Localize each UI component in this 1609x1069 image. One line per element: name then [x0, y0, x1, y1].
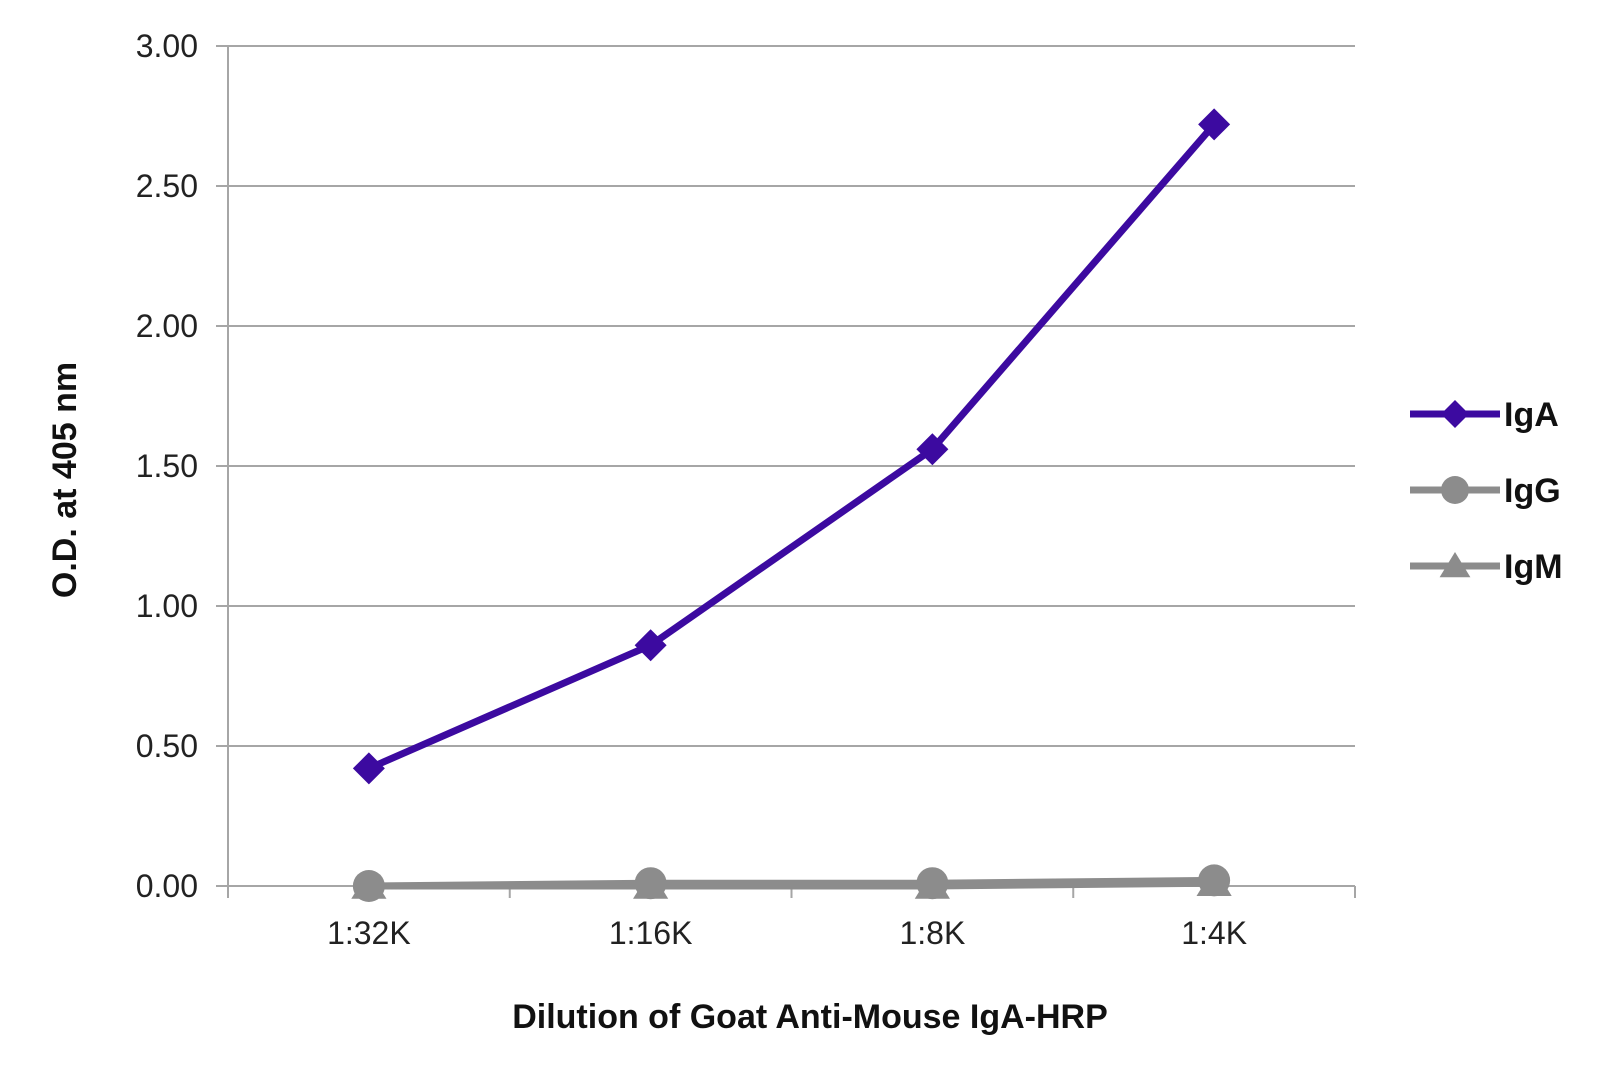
x-tick-labels: 1:32K 1:16K 1:8K 1:4K — [327, 915, 1247, 951]
series-igg — [352, 864, 1231, 902]
series-iga — [352, 108, 1231, 785]
data-point — [634, 629, 667, 662]
y-axis-title: O.D. at 405 nm — [46, 362, 84, 598]
x-tick-label: 1:4K — [1181, 915, 1247, 951]
y-tick-label: 0.50 — [136, 728, 198, 764]
series-group — [351, 108, 1232, 902]
legend-label: IgA — [1504, 396, 1559, 434]
x-tick-label: 1:8K — [899, 915, 965, 951]
data-point — [1198, 864, 1231, 897]
y-tick-label: 3.00 — [136, 28, 198, 64]
x-tick-label: 1:32K — [327, 915, 411, 951]
y-tick-label: 2.00 — [136, 308, 198, 344]
data-point — [1439, 552, 1471, 578]
data-point — [1441, 400, 1469, 428]
legend-label: IgM — [1504, 548, 1563, 586]
x-tick-label: 1:16K — [609, 915, 693, 951]
data-point — [352, 870, 385, 902]
y-tick-labels: 0.00 0.50 1.00 1.50 2.00 2.50 3.00 — [136, 28, 198, 904]
y-tick-label: 1.50 — [136, 448, 198, 484]
x-axis-title: Dilution of Goat Anti-Mouse IgA-HRP — [512, 998, 1108, 1036]
data-point — [1441, 476, 1469, 504]
gridlines — [216, 45, 1355, 887]
y-tick-label: 0.00 — [136, 868, 198, 904]
series-line — [367, 122, 1217, 772]
legend-entry: IgM — [1410, 548, 1563, 586]
data-point — [916, 867, 949, 900]
data-point — [352, 752, 385, 785]
data-point — [916, 433, 949, 466]
legend-entry: IgG — [1410, 472, 1561, 510]
axes — [227, 46, 1356, 898]
legend-entry: IgA — [1410, 396, 1559, 434]
data-point — [1198, 108, 1231, 141]
y-tick-label: 2.50 — [136, 168, 198, 204]
y-tick-label: 1.00 — [136, 588, 198, 624]
series-line — [368, 876, 1215, 890]
legend: IgA IgG IgM — [1410, 396, 1563, 586]
legend-label: IgG — [1504, 472, 1561, 510]
data-point — [634, 867, 667, 900]
